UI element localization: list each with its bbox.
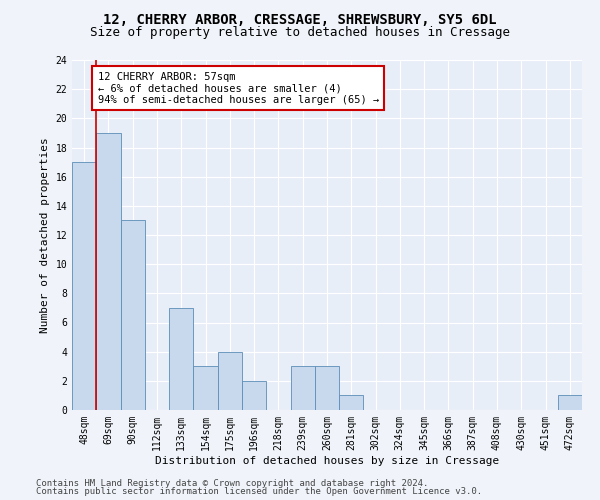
Y-axis label: Number of detached properties: Number of detached properties [40, 137, 50, 333]
Text: 12 CHERRY ARBOR: 57sqm
← 6% of detached houses are smaller (4)
94% of semi-detac: 12 CHERRY ARBOR: 57sqm ← 6% of detached … [97, 72, 379, 105]
Text: Size of property relative to detached houses in Cressage: Size of property relative to detached ho… [90, 26, 510, 39]
Bar [169, 308, 193, 410]
Bar [315, 366, 339, 410]
Bar [121, 220, 145, 410]
Text: Contains public sector information licensed under the Open Government Licence v3: Contains public sector information licen… [36, 487, 482, 496]
Text: Contains HM Land Registry data © Crown copyright and database right 2024.: Contains HM Land Registry data © Crown c… [36, 478, 428, 488]
Bar [242, 381, 266, 410]
Bar [193, 366, 218, 410]
Bar [339, 396, 364, 410]
Bar [558, 396, 582, 410]
Bar [96, 133, 121, 410]
Bar [290, 366, 315, 410]
Bar [218, 352, 242, 410]
X-axis label: Distribution of detached houses by size in Cressage: Distribution of detached houses by size … [155, 456, 499, 466]
Text: 12, CHERRY ARBOR, CRESSAGE, SHREWSBURY, SY5 6DL: 12, CHERRY ARBOR, CRESSAGE, SHREWSBURY, … [103, 12, 497, 26]
Bar [72, 162, 96, 410]
